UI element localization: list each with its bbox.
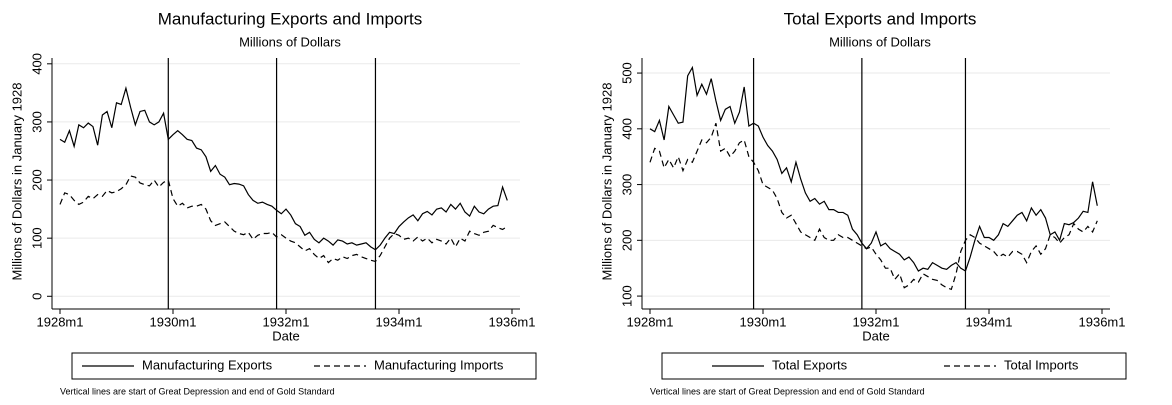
series-line <box>649 65 1098 272</box>
legend-label: Manufacturing Exports <box>142 357 273 372</box>
x-tick-label: 1928m1 <box>37 314 84 329</box>
y-tick-label: 100 <box>619 285 634 307</box>
x-tick-label: 1932m1 <box>263 314 310 329</box>
x-tick-label: 1930m1 <box>150 314 197 329</box>
x-tick-label: 1936m1 <box>1079 314 1126 329</box>
series-line <box>649 123 1098 291</box>
chart-subtitle: Millions of Dollars <box>829 34 931 49</box>
x-tick-label: 1928m1 <box>627 314 674 329</box>
x-axis-label: Date <box>272 328 299 343</box>
legend-box <box>71 352 537 380</box>
panel: Manufacturing Exports and Imports Million… <box>9 9 537 396</box>
legend-label: Total Imports <box>1004 357 1079 372</box>
x-tick-label: 1932m1 <box>853 314 900 329</box>
legend-label: Manufacturing Imports <box>374 357 504 372</box>
chart-title: Manufacturing Exports and Imports <box>158 9 423 28</box>
chart-title: Total Exports and Imports <box>784 9 977 28</box>
panel: Total Exports and Imports Millions of Dol… <box>599 9 1127 396</box>
y-axis-label: Millions of Dollars in January 1928 <box>9 83 24 281</box>
x-tick-label: 1936m1 <box>489 314 536 329</box>
legend-label: Total Exports <box>772 357 848 372</box>
note: Vertical lines are start of Great Depres… <box>60 386 335 396</box>
y-tick-label: 300 <box>619 174 634 196</box>
y-tick-label: 300 <box>29 111 44 133</box>
x-tick-label: 1934m1 <box>376 314 423 329</box>
x-axis-label: Date <box>862 328 889 343</box>
y-tick-label: 400 <box>29 53 44 75</box>
chart-subtitle: Millions of Dollars <box>239 34 341 49</box>
series-line <box>59 175 508 264</box>
y-tick-label: 200 <box>619 229 634 251</box>
y-axis-label: Millions of Dollars in January 1928 <box>599 83 614 281</box>
y-tick-label: 100 <box>29 227 44 249</box>
series-line <box>59 85 508 251</box>
y-tick-label: 400 <box>619 118 634 140</box>
x-tick-label: 1934m1 <box>966 314 1013 329</box>
y-tick-label: 0 <box>29 293 44 300</box>
y-tick-label: 200 <box>29 169 44 191</box>
y-tick-label: 500 <box>619 62 634 84</box>
x-tick-label: 1930m1 <box>740 314 787 329</box>
note: Vertical lines are start of Great Depres… <box>650 386 925 396</box>
